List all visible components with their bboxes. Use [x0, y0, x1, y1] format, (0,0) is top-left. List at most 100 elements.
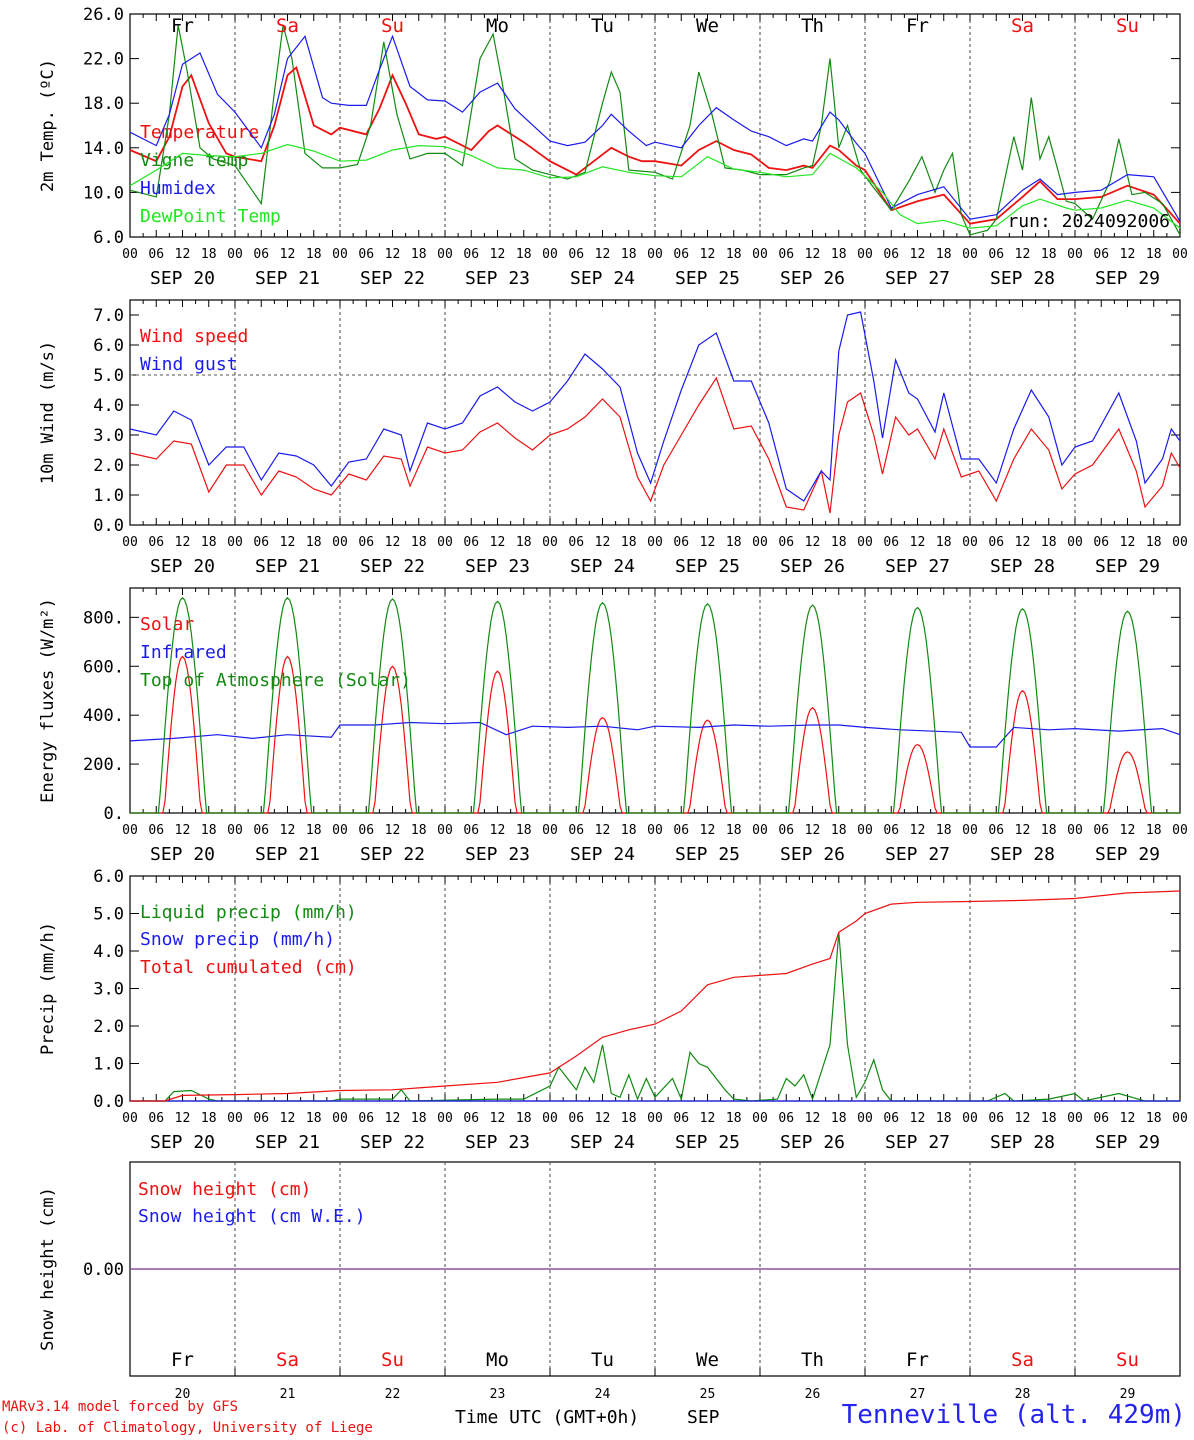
hour-tick-label: 12: [1120, 535, 1136, 550]
hour-tick-label: 18: [1146, 823, 1162, 838]
weekday-label-bottom: Tu: [591, 1349, 614, 1371]
y-tick-label: 0.00: [83, 1260, 124, 1280]
hour-tick-label: 06: [148, 247, 164, 262]
y-tick-label: 3.0: [93, 980, 124, 1000]
y-tick-label: 7.0: [93, 306, 124, 326]
hour-tick-label: 00: [962, 823, 978, 838]
hour-tick-label: 00: [1067, 535, 1083, 550]
legend-entry: Top of Atmosphere (Solar): [140, 670, 411, 691]
weekday-label-bottom: Fr: [171, 1349, 194, 1371]
hour-tick-label: 12: [175, 535, 191, 550]
month-label: SEP: [687, 1407, 720, 1428]
hour-tick-label: 06: [1093, 247, 1109, 262]
series-line-humidex: [129, 34, 1181, 222]
hour-tick-label: 06: [673, 823, 689, 838]
legend-entry: DewPoint Temp: [140, 206, 281, 227]
hour-tick-label: 06: [778, 823, 794, 838]
date-label: SEP 29: [1095, 844, 1160, 865]
hour-tick-label: 06: [463, 247, 479, 262]
y-axis-label: 10m Wind (m/s): [38, 341, 58, 484]
hour-tick-label: 12: [805, 247, 821, 262]
hour-tick-label: 00: [332, 535, 348, 550]
hour-tick-label: 18: [516, 247, 532, 262]
y-axis-label: Energy fluxes (W/m²): [38, 598, 58, 803]
hour-tick-label: 00: [857, 535, 873, 550]
y-tick-label: 6.0: [93, 867, 124, 887]
date-label: SEP 25: [675, 268, 740, 289]
y-tick-label: 4.0: [93, 396, 124, 416]
series-line-top-of-atmosphere-solar-: [130, 596, 1180, 814]
hour-tick-label: 12: [490, 823, 506, 838]
hour-tick-label: 12: [280, 1111, 296, 1126]
date-label: SEP 29: [1095, 1132, 1160, 1153]
hour-tick-label: 06: [358, 823, 374, 838]
y-tick-label: 5.0: [93, 366, 124, 386]
hour-tick-label: 00: [227, 1111, 243, 1126]
day-number-label: 24: [595, 1387, 611, 1402]
hour-tick-label: 06: [988, 247, 1004, 262]
hour-tick-label: 06: [253, 247, 269, 262]
hour-tick-label: 18: [306, 535, 322, 550]
date-label: SEP 27: [885, 1132, 950, 1153]
hour-tick-label: 12: [1120, 823, 1136, 838]
hour-tick-label: 18: [516, 1111, 532, 1126]
date-label: SEP 28: [990, 844, 1055, 865]
day-number-label: 21: [280, 1387, 296, 1402]
hour-tick-label: 12: [805, 1111, 821, 1126]
weekday-label-top: Tu: [591, 15, 614, 37]
day-number-label: 26: [805, 1387, 821, 1402]
series-line-vigne-temp: [129, 25, 1181, 236]
weekday-label-top: Fr: [906, 15, 929, 37]
hour-tick-label: 18: [201, 1111, 217, 1126]
series-line-liquid-precip-mm-h-: [130, 932, 1180, 1102]
date-label: SEP 22: [360, 1132, 425, 1153]
hour-tick-label: 12: [280, 535, 296, 550]
hour-tick-label: 12: [1015, 247, 1031, 262]
legend-entry: Total cumulated (cm): [140, 957, 357, 978]
legend-entry: Infrared: [140, 642, 227, 663]
hour-tick-label: 06: [988, 1111, 1004, 1126]
hour-tick-label: 18: [201, 247, 217, 262]
date-label: SEP 25: [675, 1132, 740, 1153]
hour-tick-label: 06: [568, 823, 584, 838]
date-label: SEP 20: [150, 844, 215, 865]
hour-tick-label: 06: [778, 535, 794, 550]
series-line-temperature: [129, 65, 1181, 225]
hour-tick-label: 18: [516, 535, 532, 550]
weekday-label-bottom: Su: [381, 1349, 404, 1371]
hour-tick-label: 18: [621, 535, 637, 550]
legend-entry: Temperature: [140, 122, 259, 143]
day-number-label: 25: [700, 1387, 716, 1402]
hour-tick-label: 06: [148, 1111, 164, 1126]
weekday-label-bottom: Fr: [906, 1349, 929, 1371]
y-tick-label: 2.0: [93, 1017, 124, 1037]
hour-tick-label: 12: [1015, 1111, 1031, 1126]
run-label: run: 2024092006: [1007, 211, 1170, 232]
date-label: SEP 27: [885, 844, 950, 865]
y-tick-label: 6.0: [93, 336, 124, 356]
hour-tick-label: 00: [122, 247, 138, 262]
hour-tick-label: 12: [595, 535, 611, 550]
lab-credit: (c) Lab. of Climatology, University of L…: [2, 1420, 373, 1436]
hour-tick-label: 06: [673, 535, 689, 550]
hour-tick-label: 00: [1067, 1111, 1083, 1126]
station-title: Tenneville (alt. 429m): [841, 1400, 1186, 1430]
weekday-label-bottom: Sa: [1011, 1349, 1034, 1371]
hour-tick-label: 00: [332, 247, 348, 262]
series-line-wind-speed: [129, 376, 1181, 514]
hour-tick-label: 00: [227, 535, 243, 550]
hour-tick-label: 00: [227, 247, 243, 262]
hour-tick-label: 12: [385, 247, 401, 262]
hour-tick-label: 12: [910, 823, 926, 838]
date-label: SEP 24: [570, 556, 635, 577]
hour-tick-label: 12: [1015, 535, 1031, 550]
date-label: SEP 23: [465, 268, 530, 289]
hour-tick-label: 00: [752, 1111, 768, 1126]
hour-tick-label: 12: [805, 535, 821, 550]
date-label: SEP 20: [150, 556, 215, 577]
hour-tick-label: 06: [358, 1111, 374, 1126]
hour-tick-label: 12: [175, 247, 191, 262]
hour-tick-label: 00: [857, 247, 873, 262]
y-tick-label: 4.0: [93, 942, 124, 962]
hour-tick-label: 00: [857, 823, 873, 838]
